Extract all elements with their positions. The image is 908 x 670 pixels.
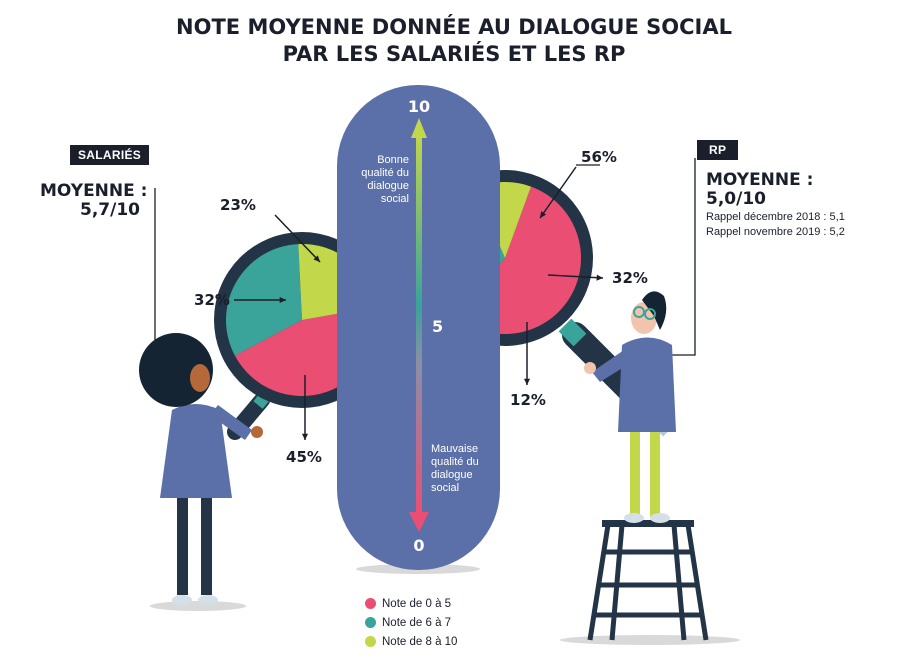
legend-item-mid: Note de 6 à 7: [365, 613, 457, 632]
pointer-line: [539, 166, 577, 219]
pointer-arrowhead: [313, 255, 320, 262]
pointer-line: [547, 274, 604, 279]
scale-text-line: social: [431, 482, 459, 494]
scale-text-line: dialogue: [431, 469, 473, 481]
pie-rp-labels: 56% 32% 12%: [510, 148, 648, 409]
pie-percent-label: 23%: [220, 196, 256, 214]
legend-dot: [365, 598, 376, 609]
pie-percent-label: 12%: [510, 391, 546, 409]
pointer-arrowhead: [540, 211, 547, 218]
legend-label: Note de 0 à 5: [382, 597, 452, 610]
title-line-2: PAR LES SALARIÉS ET LES RP: [282, 42, 626, 66]
scale-bottom-label: 0: [413, 536, 424, 555]
scale-text-line: social: [381, 193, 409, 205]
person-salarie: [139, 333, 263, 605]
pie-percent-label: 32%: [612, 269, 648, 287]
ground-shadow-left: [150, 601, 246, 611]
scale-mid-label: 5: [432, 317, 443, 336]
pointer-arrowhead: [279, 296, 286, 304]
legend-dot: [365, 636, 376, 647]
scale-top-label: 10: [408, 97, 430, 116]
title-line-1: NOTE MOYENNE DONNÉE AU DIALOGUE SOCIAL: [176, 15, 732, 39]
pie-percent-label: 32%: [194, 291, 230, 309]
rp-average-label: MOYENNE :: [706, 170, 814, 190]
rp-recall-2019: Rappel novembre 2019 : 5,2: [706, 226, 845, 238]
person-rp: [584, 291, 709, 641]
pointer-arrowhead: [301, 433, 309, 440]
legend-item-low: Note de 0 à 5: [365, 594, 457, 613]
pie-percent-label: 45%: [286, 448, 322, 466]
legend-dot: [365, 617, 376, 628]
pointer-arrowhead: [596, 274, 603, 281]
scale-text-line: Bonne: [377, 154, 409, 166]
rp-average-value: 5,0/10: [706, 189, 766, 209]
scale-text-line: dialogue: [367, 180, 409, 192]
legend-label: Note de 6 à 7: [382, 616, 452, 629]
salaries-tag: SALARIÉS: [70, 145, 150, 165]
ground-shadow-right: [560, 635, 740, 645]
legend-label: Note de 8 à 10: [382, 635, 458, 648]
scale-text-line: qualité du: [361, 167, 409, 179]
chart-title: NOTE MOYENNE DONNÉE AU DIALOGUE SOCIAL P…: [0, 14, 908, 68]
rp-recall-2018: Rappel décembre 2018 : 5,1: [706, 211, 845, 223]
scale-text-line: qualité du: [431, 456, 479, 468]
pointer-line: [274, 214, 321, 263]
scale-text-line: Mauvaise: [431, 443, 478, 455]
legend: Note de 0 à 5 Note de 6 à 7 Note de 8 à …: [365, 594, 457, 651]
pie-salaries-labels: 23% 32% 45%: [194, 196, 322, 466]
pie-percent-label: 56%: [581, 148, 617, 166]
legend-item-high: Note de 8 à 10: [365, 632, 457, 651]
rp-tag: RP: [697, 140, 739, 160]
salaries-average-label: MOYENNE :: [40, 181, 148, 201]
pointer-arrowhead: [523, 378, 531, 385]
salaries-average-value: 5,7/10: [80, 200, 140, 220]
